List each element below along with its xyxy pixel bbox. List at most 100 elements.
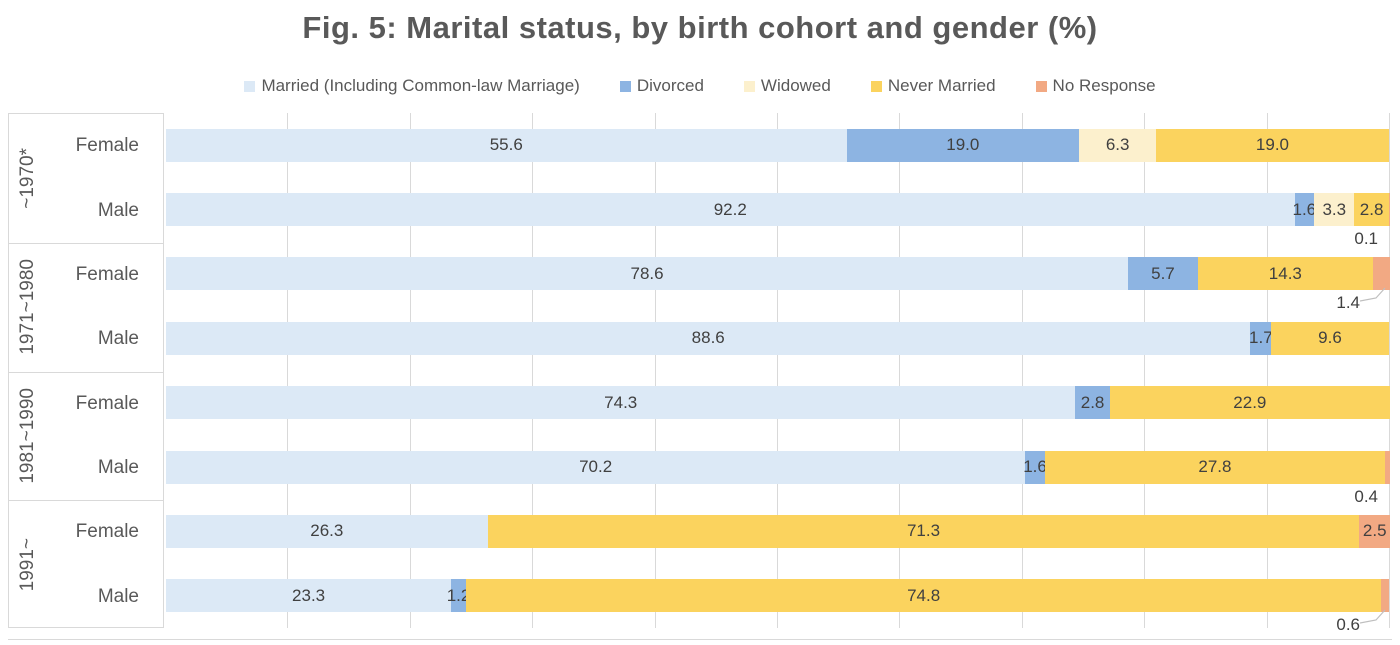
cohort-label: ~1970* [9,114,47,243]
bar-value-label: 74.8 [907,585,941,605]
bar-segment-never_married: 74.8 [465,579,1382,613]
bar-row: 74.3 2.8 22.9 [166,386,1390,420]
bar-value-label: 70.2 [579,457,613,477]
bar-segment-divorced: 1.6 [1023,450,1047,484]
cohort-label: 1991~ [9,500,47,629]
gender-label: Male [97,457,139,479]
bar-segment-married: 88.6 [166,321,1251,355]
bar-segment-never_married: 14.3 [1197,257,1373,291]
gridline [777,113,778,628]
category-axis: ~1970* Female Male 1971~1980 Female Male 1981~… [8,113,164,628]
legend-item: No Response [1035,76,1156,96]
bar-segment-never_married: 71.3 [487,514,1360,548]
bar-segment-married: 92.2 [166,193,1295,227]
gender-label: Female [75,263,139,285]
bar-value-label: 1.7 [1249,328,1273,348]
bar-segment-no_response [1385,450,1390,484]
bar-value-label: 1.6 [1023,457,1047,477]
bar-segment-no_response [1381,579,1389,613]
bar-row: 70.2 1.6 27.8 [166,450,1390,484]
cohort-label-text: ~1970* [17,147,38,209]
bar-segment-never_married: 9.6 [1271,321,1389,355]
bar-segment-divorced: 2.8 [1075,386,1110,420]
bar-value-label: 74.3 [604,392,638,412]
gender-label: Female [75,521,139,543]
legend-swatch-icon [244,80,256,92]
legend-item: Never Married [870,76,996,96]
bar-value-label: 2.5 [1362,521,1387,541]
bar-value-label: 22.9 [1233,392,1267,412]
bar-value-label: 26.3 [310,521,344,541]
chart-legend: Married (Including Common-law Marriage) D… [0,76,1400,96]
bar-segment-widowed: 6.3 [1079,128,1157,162]
bar-segment-never_married: 22.9 [1109,386,1390,420]
callout-value-label: 0.1 [1354,229,1378,249]
gender-label: Male [97,199,139,221]
bar-segment-divorced: 1.6 [1292,193,1317,227]
gender-label: Male [97,585,139,607]
bar-value-label: 92.2 [713,199,747,219]
gender-label: Female [75,135,139,157]
chart-bottom-border [8,639,1392,640]
gridline [654,113,656,628]
legend-item: Divorced [619,76,704,96]
callout-value-label: 0.6 [1336,615,1360,635]
bar-value-label: 78.6 [630,263,664,283]
plot-area: 55.6 19.0 6.3 19.0 92.2 1.6 3.3 2.8 0.1 78.6 5.7 14… [166,113,1390,634]
cohort-label-text: 1991~ [17,537,38,592]
cohort-label-text: 1981~1990 [17,388,38,484]
legend-swatch-icon [743,80,755,92]
cohort-label: 1981~1990 [9,372,47,501]
legend-label: Widowed [760,76,831,95]
gender-label: Female [75,392,139,414]
legend-swatch-icon [619,80,631,92]
legend-swatch-icon [870,80,882,92]
bar-segment-never_married: 27.8 [1044,450,1386,484]
gridline [1021,113,1023,628]
bar-value-label: 2.8 [1359,199,1384,219]
bar-segment-no_response [1388,193,1390,227]
bar-value-label: 1.6 [1292,199,1317,219]
bar-segment-never_married: 2.8 [1354,193,1389,227]
gridline [409,113,411,628]
bar-row: 55.6 19.0 6.3 19.0 [166,128,1390,162]
bar-segment-married: 55.6 [166,128,847,162]
bar-segment-divorced: 5.7 [1128,257,1198,291]
cohort-separator [9,371,163,373]
bar-segment-never_married: 19.0 [1156,128,1389,162]
bar-segment-married: 26.3 [166,514,488,548]
legend-label: Married (Including Common-law Marriage) [261,76,580,95]
bar-row: 92.2 1.6 3.3 2.8 [166,193,1390,227]
gridline [899,113,901,628]
gridline [287,113,289,628]
legend-label: No Response [1052,76,1156,95]
leader-line [1360,288,1386,303]
bar-value-label: 2.8 [1080,392,1105,412]
cohort-separator [9,500,163,502]
bar-value-label: 5.7 [1151,263,1175,283]
bar-value-label: 23.3 [292,585,326,605]
legend-item: Married (Including Common-law Marriage) [244,76,580,96]
bar-value-label: 19.0 [946,135,980,155]
bar-segment-married: 23.3 [166,579,452,613]
bar-segment-divorced: 1.2 [447,579,470,613]
leader-line [1360,609,1386,624]
bar-row: 26.3 71.3 2.5 [166,514,1390,548]
callout-value-label: 1.4 [1336,293,1360,313]
bar-value-label: 88.6 [691,328,725,348]
bar-row: 88.6 1.7 9.6 [166,321,1390,355]
chart-title: Fig. 5: Marital status, by birth cohort … [302,10,1098,45]
bar-value-label: 3.3 [1322,199,1347,219]
bar-value-label: 19.0 [1255,135,1289,155]
legend-swatch-icon [1035,80,1047,92]
bar-segment-widowed: 3.3 [1314,193,1355,227]
bar-value-label: 71.3 [906,521,941,541]
gridline [1266,113,1268,628]
bar-value-label: 55.6 [489,135,523,155]
gridline [1389,113,1390,628]
legend-label: Divorced [636,76,704,95]
gridline [532,113,534,628]
cohort-label-text: 1971~1980 [17,259,38,355]
bar-value-label: 27.8 [1198,457,1232,477]
